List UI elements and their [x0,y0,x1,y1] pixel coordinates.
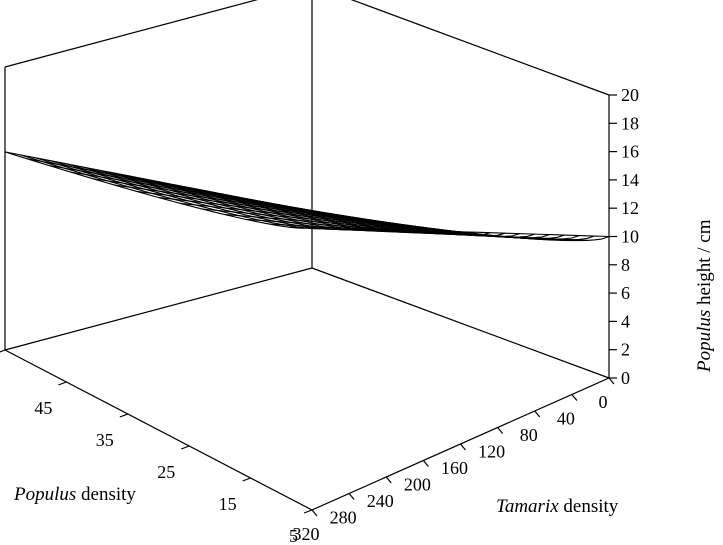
floor-edge-populus [4,349,313,511]
floor-edge-back [4,267,313,351]
populus-axis-title-rest: density [76,484,136,505]
populus-tick [242,477,251,482]
populus-tick-label: 35 [96,430,114,450]
populus-tick [303,509,313,514]
tamarix-tick [422,460,429,467]
tamarix-tick [311,509,318,517]
tamarix-tick-label: 80 [520,425,538,445]
tamarix-tick-label: 320 [293,524,320,544]
tamarix-tick [385,476,392,484]
top-edge-back-right [350,0,610,96]
populus-tick-label: 45 [34,398,52,418]
tamarix-tick-label: 200 [404,475,431,495]
tamarix-tick-label: 0 [599,392,608,412]
populus-tick [119,413,129,418]
tamarix-tick [497,427,504,434]
tamarix-tick [571,394,578,401]
tamarix-tick [460,443,466,451]
tamarix-tick [534,410,541,418]
floor-edge-right [311,267,610,379]
height-axis-title-italic: Populus [694,310,715,373]
z-tick-label: 18 [621,113,639,133]
populus-axis-title: Populus density [13,484,136,505]
z-tick-label: 0 [621,368,630,388]
populus-tick [180,445,190,450]
z-tick-label: 4 [621,311,630,331]
populus-tick-label: 5 [289,526,298,545]
populus-tick [0,349,6,353]
z-tick-label: 16 [621,142,639,162]
z-tick-label: 2 [621,340,630,360]
tamarix-tick-label: 240 [367,491,394,511]
z-tick-label: 20 [621,85,639,105]
populus-tick [58,381,67,386]
tamarix-tick-label: 160 [441,458,468,478]
populus-tick-label: 25 [157,462,175,482]
tamarix-axis-title-rest: density [559,496,619,517]
tamarix-axis-title-italic: Tamarix [496,496,559,517]
z-tick-label: 14 [621,170,639,190]
top-edge-back-left [4,0,259,68]
tamarix-tick [348,493,355,500]
height-axis-title-rest: height / cm [694,219,715,309]
mesh-line-populus [4,151,313,212]
tamarix-tick-label: 40 [557,409,575,429]
z-tick-label: 10 [621,227,639,247]
z-tick-label: 12 [621,198,639,218]
height-axis-title: Populus height / cm [694,219,715,373]
populus-axis-title-italic: Populus [13,484,76,505]
tamarix-tick [608,377,615,385]
z-tick-label: 8 [621,255,630,275]
tamarix-axis-title: Tamarix density [496,496,619,517]
tamarix-tick-label: 120 [478,442,505,462]
tamarix-tick-label: 280 [330,508,357,528]
z-tick-label: 6 [621,283,630,303]
populus-tick-label: 15 [219,494,237,514]
